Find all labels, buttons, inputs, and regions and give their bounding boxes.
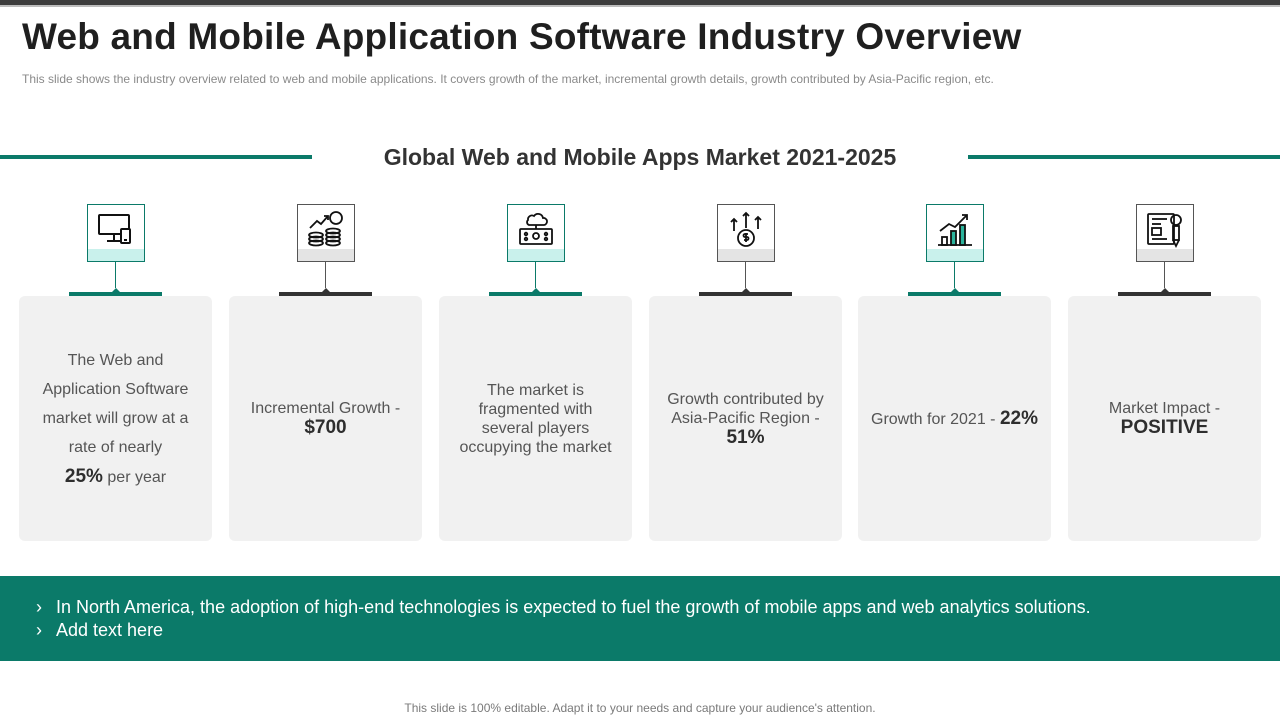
- top-rule: [0, 0, 1280, 5]
- highlight-banner: › In North America, the adoption of high…: [0, 576, 1280, 661]
- info-card-1-text: The Web and Application Software market …: [42, 351, 189, 487]
- info-card-4-text: Growth contributed by Asia-Pacific Regio…: [667, 390, 824, 448]
- page-subtitle: This slide shows the industry overview r…: [22, 72, 994, 86]
- page-title: Web and Mobile Application Software Indu…: [22, 16, 1022, 57]
- desktop-mobile-icon: [87, 204, 145, 262]
- bar-chart-growth-icon: [926, 204, 984, 262]
- report-document-icon: [1136, 204, 1194, 262]
- section-divider-right: [968, 155, 1280, 159]
- section-title: Global Web and Mobile Apps Market 2021-2…: [383, 144, 897, 170]
- info-column-5: Growth for 2021 - 22%: [858, 204, 1051, 542]
- section-divider-left: [0, 155, 312, 159]
- info-card-5: Growth for 2021 - 22%: [858, 296, 1051, 541]
- chevron-right-icon: ›: [36, 597, 42, 617]
- cloud-monitor-icon: [507, 204, 565, 262]
- top-rule-light: [0, 5, 1280, 7]
- info-card-3: The market is fragmented with several pl…: [439, 296, 632, 541]
- footer-note: This slide is 100% editable. Adapt it to…: [404, 701, 876, 715]
- banner-bullet-1: › In North America, the adoption of high…: [36, 596, 1280, 619]
- info-column-3: The market is fragmented with several pl…: [439, 204, 632, 542]
- info-card-6-text: Market Impact - POSITIVE: [1108, 400, 1221, 438]
- info-card-4: Growth contributed by Asia-Pacific Regio…: [649, 296, 842, 541]
- info-column-2: Incremental Growth - $700: [229, 204, 422, 542]
- info-column-6: Market Impact - POSITIVE: [1068, 204, 1261, 542]
- info-card-3-text: The market is fragmented with several pl…: [459, 381, 612, 456]
- info-column-4: Growth contributed by Asia-Pacific Regio…: [649, 204, 842, 542]
- banner-bullet-1-text: In North America, the adoption of high-e…: [56, 597, 1091, 617]
- info-column-1: The Web and Application Software market …: [19, 204, 212, 542]
- banner-bullet-2-text: Add text here: [56, 620, 164, 640]
- info-card-1: The Web and Application Software market …: [19, 296, 212, 541]
- info-card-2: Incremental Growth - $700: [229, 296, 422, 541]
- info-card-2-text: Incremental Growth - $700: [250, 400, 401, 438]
- dollar-arrows-icon: [717, 204, 775, 262]
- info-card-5-text: Growth for 2021 - 22%: [871, 407, 1038, 429]
- banner-bullet-2: › Add text here: [36, 619, 1280, 642]
- info-card-6: Market Impact - POSITIVE: [1068, 296, 1261, 541]
- money-growth-icon: [297, 204, 355, 262]
- chevron-right-icon: ›: [36, 620, 42, 640]
